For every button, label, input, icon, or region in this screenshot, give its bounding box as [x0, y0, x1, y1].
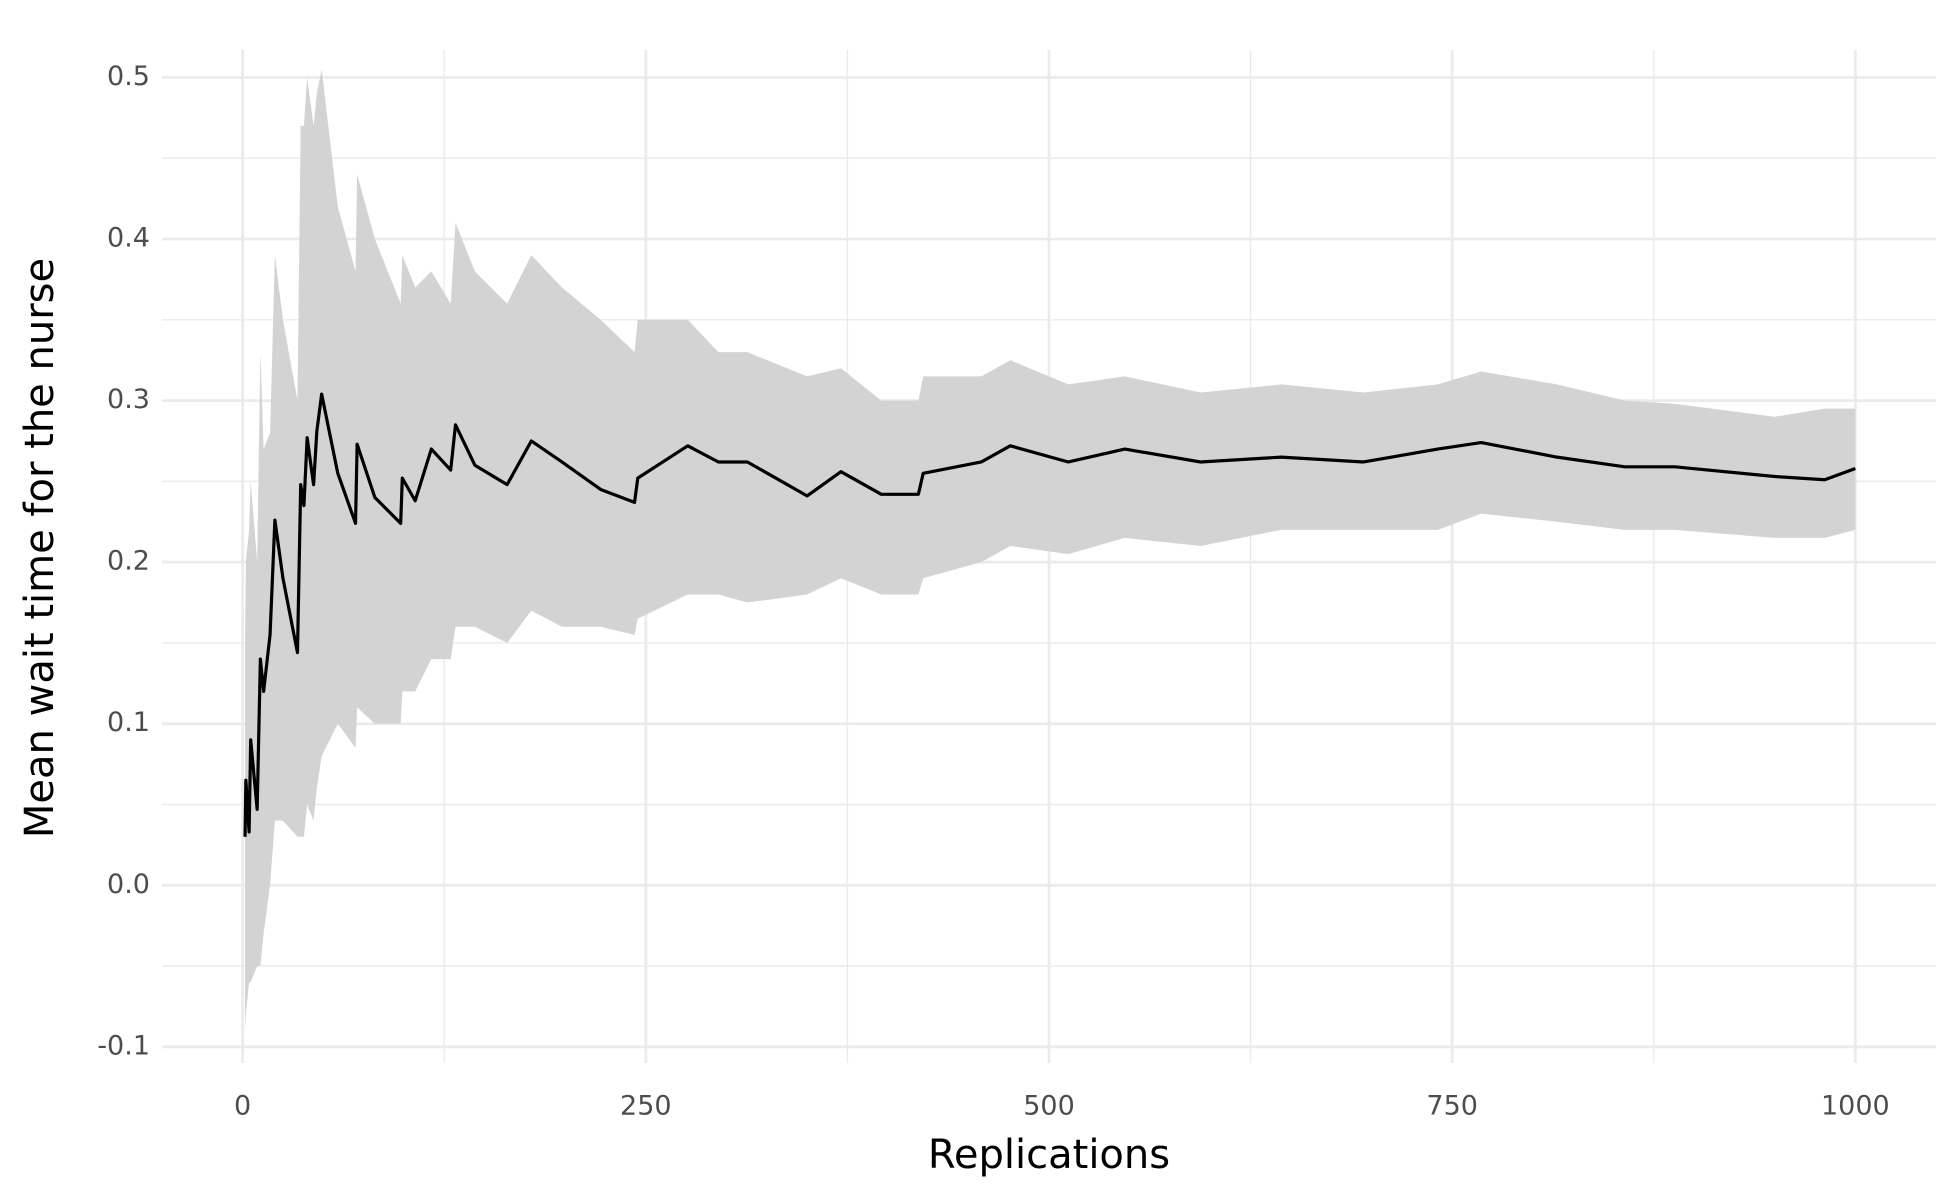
x-tick-label: 1000: [1821, 1091, 1890, 1122]
x-tick-label: 500: [1023, 1091, 1075, 1122]
y-tick-label: 0.1: [107, 707, 150, 738]
x-axis-title: Replications: [928, 1132, 1170, 1178]
y-tick-label: 0.2: [107, 546, 150, 577]
x-tick-label: 0: [234, 1091, 251, 1122]
mean-line: [243, 392, 1856, 837]
y-tick-label: 0.4: [107, 223, 150, 254]
y-tick-label: -0.1: [97, 1030, 150, 1061]
y-tick-label: 0.5: [107, 61, 150, 92]
y-tick-label: 0.3: [107, 384, 150, 415]
x-tick-label: 250: [620, 1091, 672, 1122]
confidence-band: [245, 69, 1856, 1031]
y-axis-title: Mean wait time for the nurse: [17, 258, 63, 838]
y-tick-label: 0.0: [107, 869, 150, 900]
x-tick-label: 750: [1426, 1091, 1478, 1122]
